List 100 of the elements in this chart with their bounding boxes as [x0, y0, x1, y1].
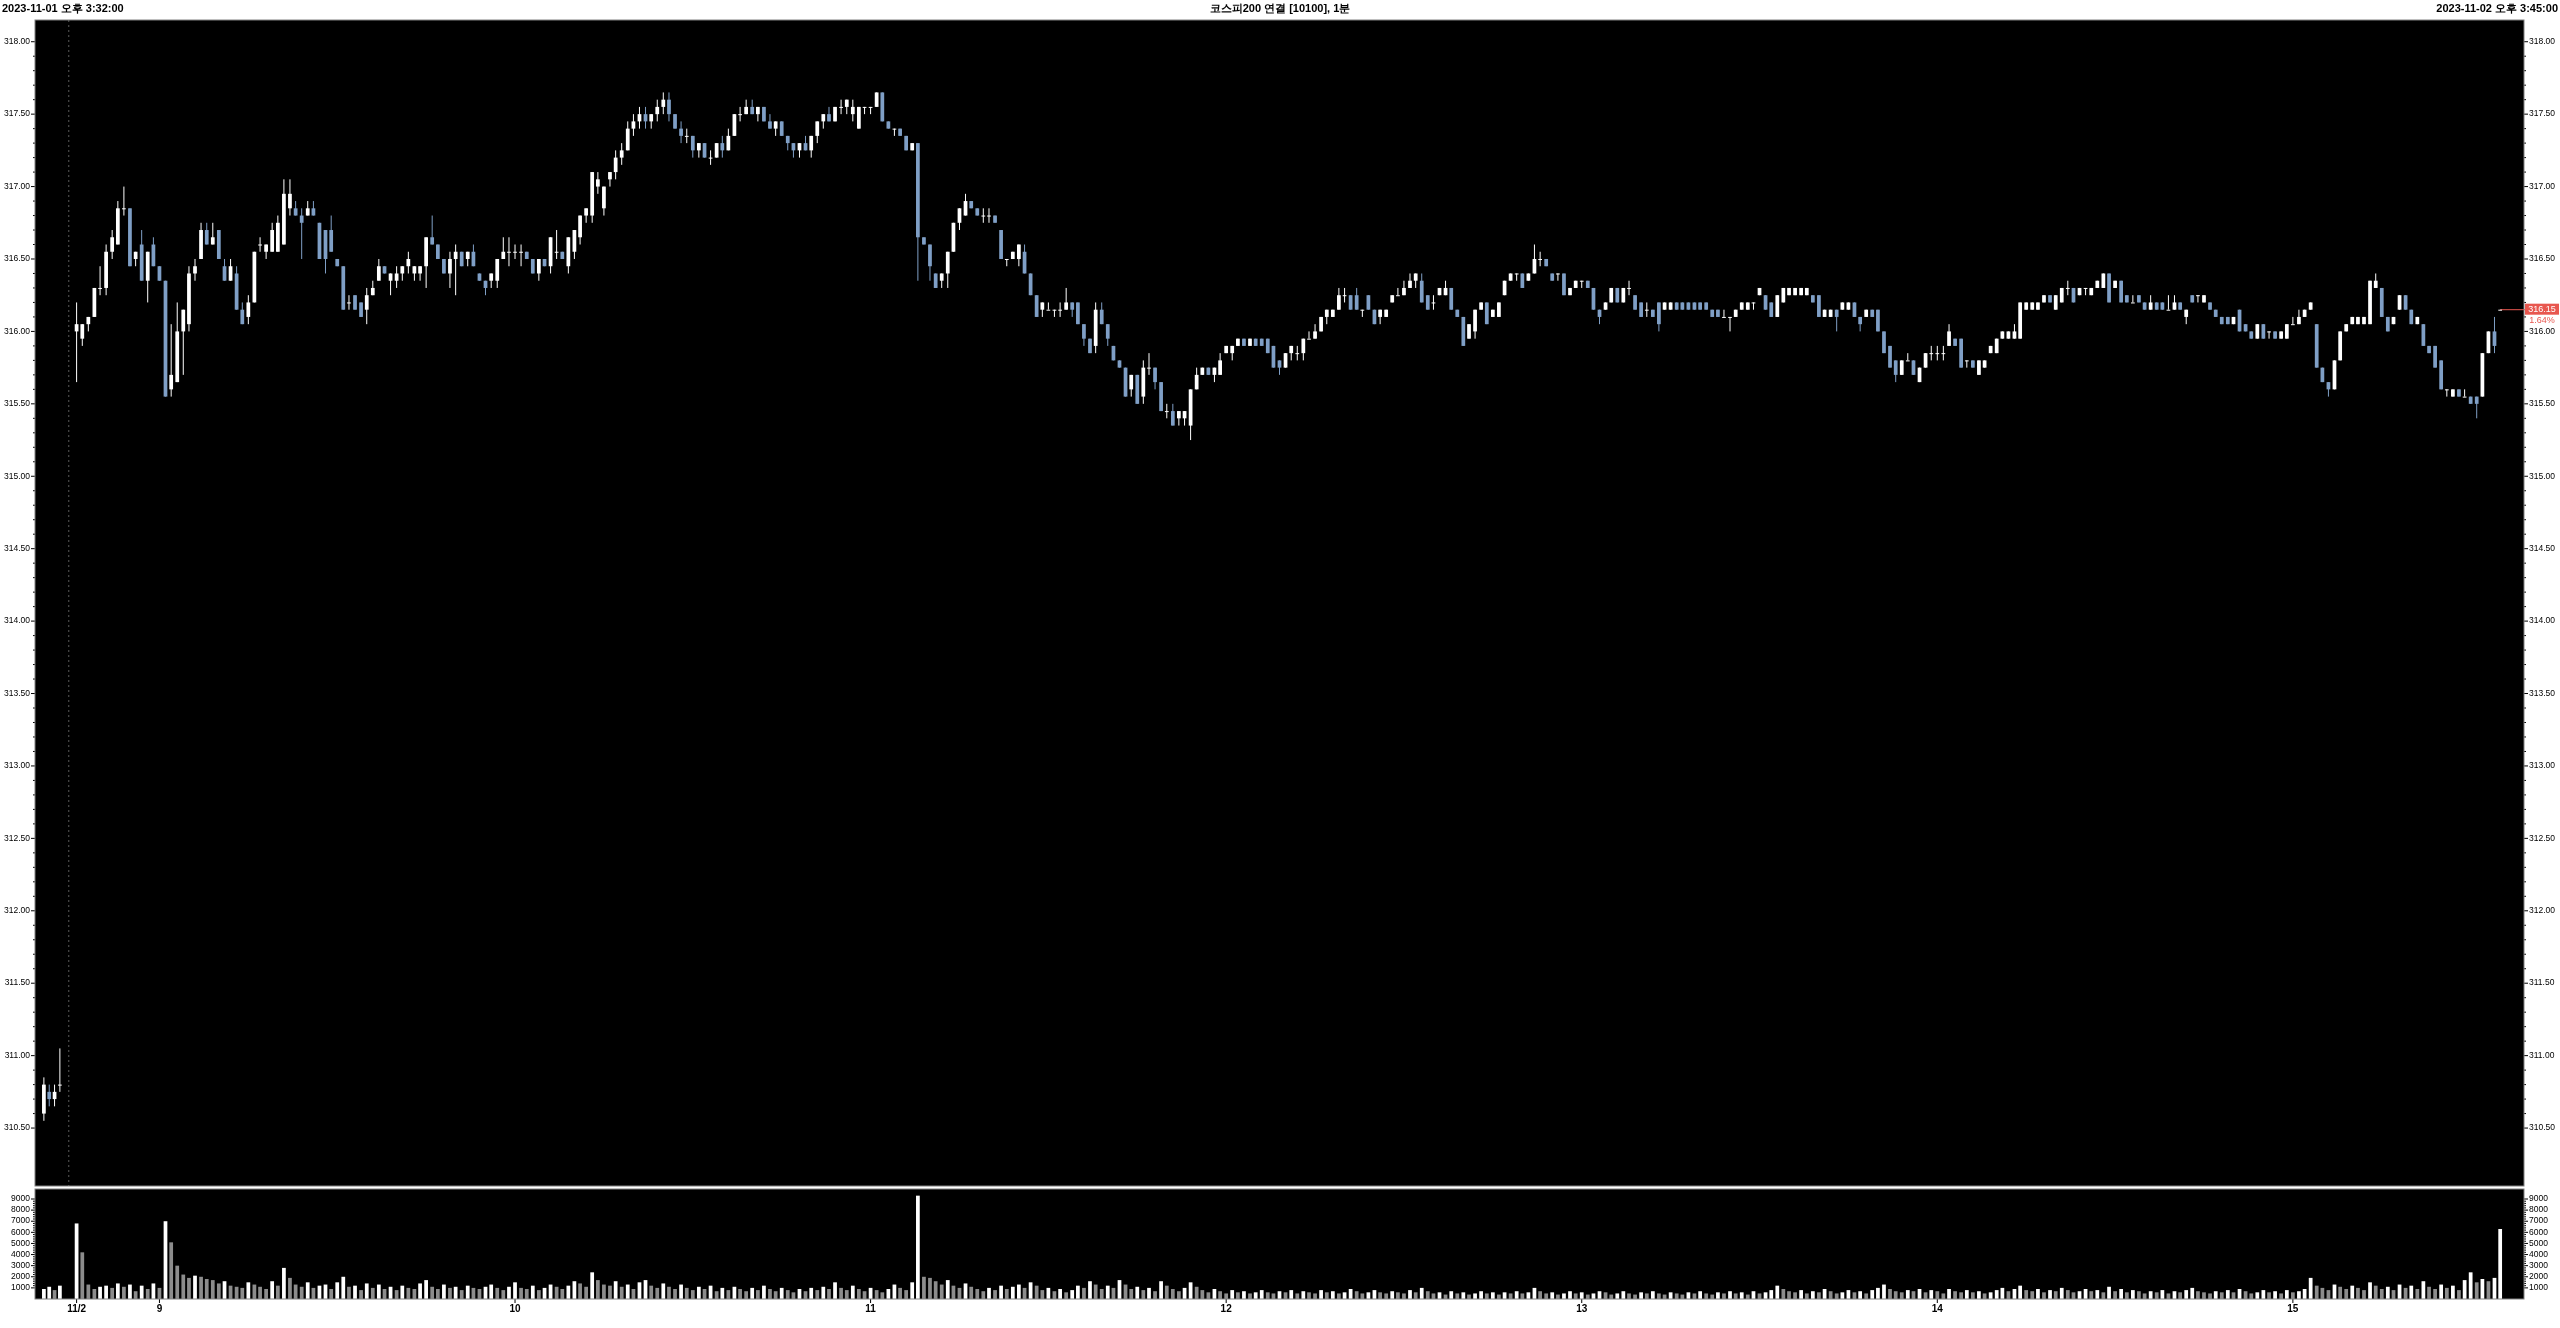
text: 2023-11-01 오후 3:32:00: [2, 1, 124, 14]
bar: [2439, 1284, 2444, 1299]
bar: [1639, 1292, 1643, 1299]
bar: [2498, 1229, 2503, 1299]
y2-tick-label: 1000: [2529, 1282, 2549, 1293]
bar: [139, 1285, 144, 1299]
candlestick: [1058, 301, 1062, 318]
candlestick: [1064, 287, 1069, 311]
bar: [720, 1287, 725, 1299]
bar: [1739, 1292, 1744, 1299]
candlestick: [1627, 280, 1631, 296]
y2-tick-label: 8000: [2529, 1204, 2549, 1215]
bar: [945, 1280, 950, 1299]
candlestick: [1657, 301, 1661, 332]
candlestick: [1419, 272, 1424, 303]
bar: [1579, 1292, 1584, 1299]
bar: [341, 1276, 346, 1299]
y-tick-label: 316.00: [4, 325, 31, 336]
y-tick-label: 315.50: [4, 398, 31, 409]
candlestick: [1170, 403, 1175, 427]
candlestick: [827, 106, 831, 122]
bar: [762, 1285, 766, 1299]
y2-tick-label: 315.00: [2529, 470, 2556, 481]
candlestick: [2267, 330, 2271, 340]
bar: [1135, 1286, 1140, 1299]
bar: [1461, 1292, 1466, 1299]
bar: [1858, 1291, 1863, 1299]
bar: [364, 1283, 369, 1299]
bar: [2385, 1286, 2390, 1299]
candlestick: [578, 215, 582, 246]
y-tick-label: 313.00: [4, 760, 31, 771]
candlestick: [501, 236, 506, 260]
candlestick: [1396, 287, 1400, 297]
candlestick: [679, 120, 683, 144]
x-tick-label: 13: [1576, 1303, 1588, 1314]
bar: [1319, 1290, 1323, 1299]
candlestick: [1378, 309, 1382, 325]
candlestick: [1402, 280, 1406, 296]
candlestick: [596, 171, 600, 195]
candlestick: [2196, 294, 2200, 303]
candlestick: [406, 251, 411, 274]
bar: [1621, 1291, 1626, 1299]
candlestick: [839, 99, 843, 115]
y2-tick-label: 313.50: [2529, 687, 2556, 698]
y-tick-label: 312.00: [4, 905, 31, 916]
bar: [809, 1287, 814, 1299]
candlestick: [1514, 272, 1519, 282]
candlestick: [667, 91, 671, 122]
candlestick: [684, 128, 689, 144]
candlestick: [655, 99, 660, 122]
candlestick: [1034, 294, 1039, 318]
candlestick: [1164, 403, 1169, 419]
candlestick: [1177, 410, 1181, 427]
y-tick-label: 316.50: [4, 253, 31, 264]
bar: [530, 1285, 535, 1299]
y-tick-label: 310.50: [4, 1122, 31, 1133]
bar: [2297, 1291, 2301, 1299]
y2-tick-label: 2000: [2529, 1271, 2549, 1282]
x-tick-label: 11/2: [67, 1303, 87, 1314]
candlestick: [1408, 272, 1412, 289]
y-tick-label: 318.00: [4, 35, 31, 46]
bar: [1568, 1291, 1572, 1299]
candlestick: [98, 265, 102, 296]
bar: [2048, 1290, 2052, 1299]
candlestick: [288, 178, 292, 217]
candlestick: [602, 186, 606, 217]
candlestick: [1858, 316, 1863, 332]
candlestick: [720, 135, 725, 159]
y-tick-label: 3000: [11, 1259, 31, 1270]
bar: [2213, 1291, 2218, 1299]
bar: [282, 1267, 286, 1299]
bar: [987, 1287, 991, 1299]
bar: [104, 1285, 108, 1299]
bar: [513, 1282, 517, 1299]
candlestick: [928, 244, 932, 282]
bar: [1728, 1291, 1732, 1299]
bar: [1490, 1292, 1495, 1299]
bar: [246, 1282, 251, 1299]
bar: [1010, 1286, 1015, 1299]
candlestick: [608, 171, 612, 188]
bar: [1159, 1281, 1163, 1299]
y2-tick-label: 314.50: [2529, 542, 2556, 553]
candlestick: [1817, 294, 1821, 318]
candlestick: [1905, 352, 1910, 362]
bar: [1230, 1290, 1235, 1299]
candlestick: [768, 113, 772, 130]
bar: [910, 1282, 915, 1299]
bar: [1058, 1289, 1062, 1299]
bar: [1615, 1293, 1620, 1299]
bar: [850, 1285, 855, 1299]
y-tick-label: 4000: [11, 1248, 31, 1259]
bar: [58, 1285, 62, 1299]
bar: [1550, 1292, 1555, 1299]
y2-tick-label: 316.50: [2529, 253, 2556, 264]
candlestick: [1941, 345, 1946, 361]
bar: [625, 1284, 630, 1299]
bar: [2468, 1272, 2473, 1299]
candlestick: [246, 294, 251, 325]
candlestick: [1147, 352, 1151, 376]
candlestick: [364, 287, 369, 325]
